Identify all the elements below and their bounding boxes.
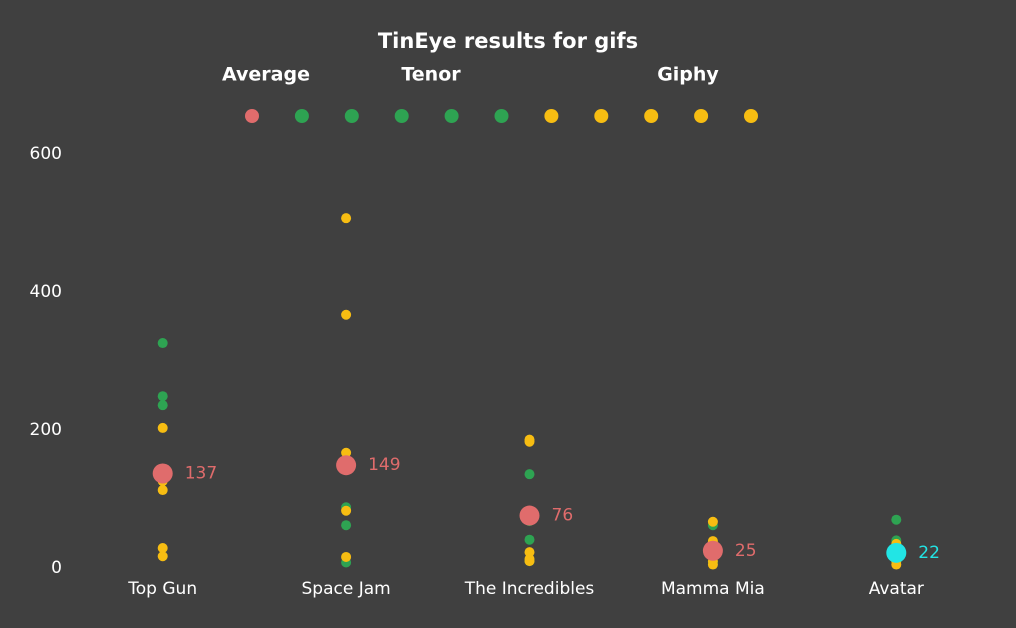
data-label: 76 — [552, 506, 574, 526]
legend-marker — [544, 109, 559, 123]
y-tick-label: 400 — [30, 282, 62, 302]
average-dot — [519, 505, 540, 526]
legend-marker — [444, 109, 459, 123]
data-label: 149 — [368, 455, 400, 475]
dot — [707, 559, 718, 570]
x-tick-label: The Incredibles — [464, 579, 595, 599]
y-tick-label: 0 — [51, 558, 62, 578]
dot — [341, 520, 352, 531]
y-tick-label: 200 — [30, 420, 62, 440]
legend-marker — [694, 109, 709, 123]
dot — [341, 447, 352, 458]
dot — [157, 400, 168, 411]
x-tick-label: Top Gun — [127, 579, 197, 599]
legend-marker — [294, 109, 309, 123]
dot — [157, 485, 168, 496]
dot — [157, 422, 168, 433]
dot — [524, 469, 535, 480]
dot — [341, 213, 352, 224]
x-tick-label: Avatar — [869, 579, 924, 599]
legend-marker — [744, 109, 758, 123]
dot — [341, 309, 352, 320]
dot — [157, 542, 168, 553]
average-dot — [702, 540, 723, 561]
data-label: 137 — [185, 463, 217, 483]
legend-marker — [245, 109, 259, 123]
legend-marker — [644, 109, 659, 123]
data-label: 22 — [918, 543, 940, 563]
chart-title: TinEye results for gifs — [378, 29, 638, 53]
legend-marker — [494, 109, 509, 123]
legend-label: Average — [222, 64, 310, 86]
average-dot — [336, 455, 357, 476]
dot — [157, 338, 168, 349]
average-dot — [886, 542, 907, 563]
x-tick-label: Space Jam — [301, 579, 390, 599]
data-label: 25 — [735, 541, 757, 561]
x-tick-label: Mamma Mia — [661, 579, 765, 599]
dot — [524, 547, 535, 558]
dot — [891, 514, 902, 525]
dot — [341, 505, 352, 516]
legend-label: Giphy — [657, 64, 719, 86]
dot — [524, 534, 535, 545]
dot — [524, 436, 535, 447]
legend-marker — [344, 109, 359, 123]
average-dot — [152, 463, 173, 484]
dot — [341, 551, 352, 562]
dot — [707, 516, 718, 527]
y-tick-label: 600 — [30, 144, 62, 164]
legend-marker — [394, 109, 409, 123]
legend-marker — [594, 109, 609, 123]
dot — [524, 556, 535, 567]
legend-label: Tenor — [401, 64, 461, 86]
dot — [157, 551, 168, 562]
dot — [157, 391, 168, 402]
